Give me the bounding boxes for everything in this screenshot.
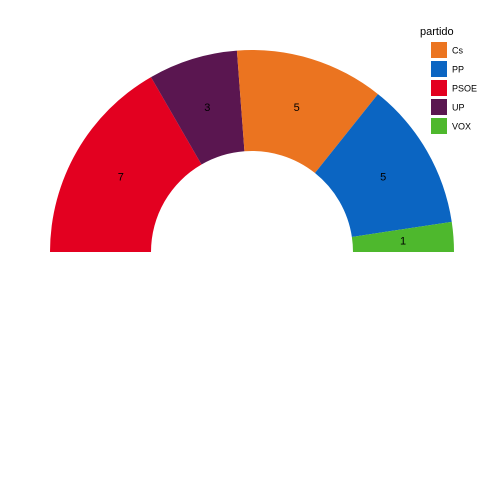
legend-swatch-cs <box>431 42 447 58</box>
slices-group <box>50 50 454 252</box>
slice-psoe <box>50 77 202 252</box>
slice-cs <box>236 50 378 174</box>
legend-label-vox: VOX <box>452 122 471 132</box>
legend-swatch-pp <box>431 61 447 77</box>
slice-label-vox: 1 <box>400 236 406 248</box>
legend-swatch-psoe <box>431 80 447 96</box>
slice-up <box>151 50 245 165</box>
legend-label-up: UP <box>452 103 465 113</box>
slice-pp <box>314 94 452 237</box>
legend-label-psoe: PSOE <box>452 84 477 94</box>
legend-label-pp: PP <box>452 65 464 75</box>
legend-swatch-vox <box>431 118 447 134</box>
slice-vox <box>351 221 454 252</box>
legend: partido Cs PP PSOE UP VOX <box>420 26 477 134</box>
legend-label-cs: Cs <box>452 46 463 56</box>
slice-label-psoe: 7 <box>118 171 124 183</box>
slice-label-pp: 5 <box>380 171 386 183</box>
legend-swatch-up <box>431 99 447 115</box>
legend-title: partido <box>420 26 454 38</box>
slice-label-cs: 5 <box>294 102 300 114</box>
slice-labels-group: 7 3 5 5 1 <box>118 102 406 247</box>
slice-label-up: 3 <box>204 102 210 114</box>
